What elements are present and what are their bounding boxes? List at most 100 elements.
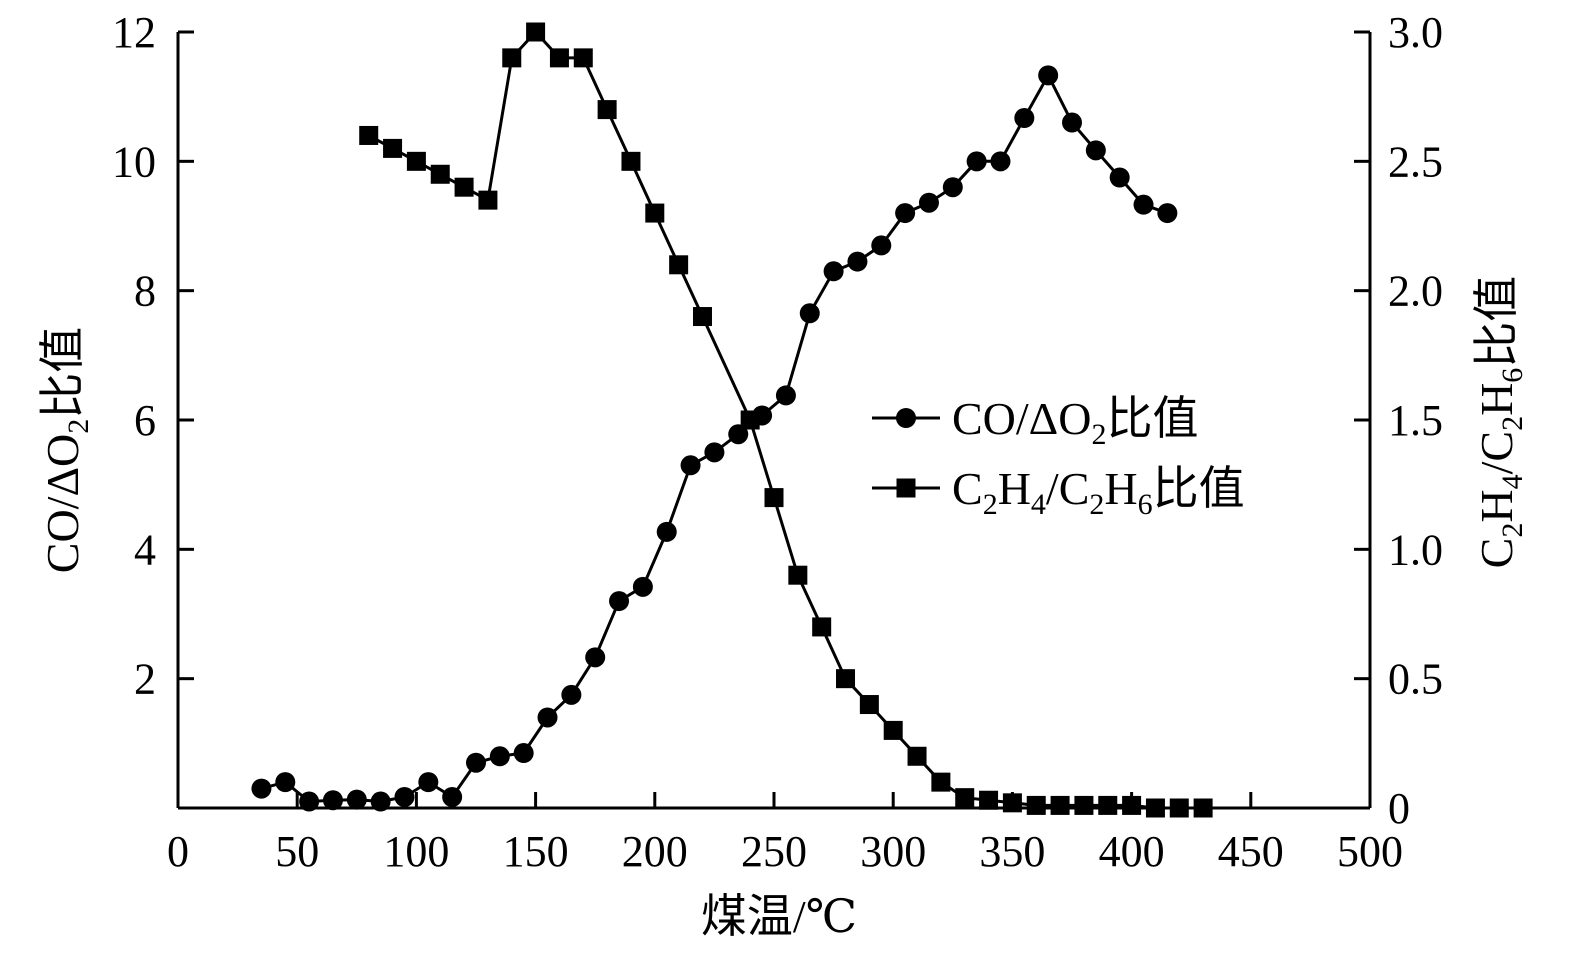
right-y-tick-label: 2.0 — [1388, 267, 1443, 316]
co-o2-ratio-point — [895, 203, 916, 224]
c2h4-c2h6-ratio-point — [454, 177, 474, 197]
co-o2-ratio-point — [489, 746, 510, 767]
co-o2-ratio-point — [322, 790, 343, 811]
co-o2-ratio-point — [609, 591, 630, 612]
c2h4-c2h6-ratio-point — [1074, 795, 1094, 815]
x-tick-label: 100 — [383, 827, 449, 876]
co-o2-ratio-point — [585, 647, 606, 668]
legend-co-o2-label: CO/ΔO2比值 — [952, 393, 1198, 451]
left-y-axis-label-part: 比值 — [37, 327, 88, 419]
co-o2-ratio-point — [561, 684, 582, 705]
x-tick-label: 400 — [1099, 827, 1165, 876]
c2h4-c2h6-ratio-point — [573, 48, 593, 68]
c2h4-c2h6-ratio-point — [931, 772, 951, 792]
c2h4-c2h6-ratio-point — [430, 164, 450, 184]
right-y-tick-label: 0.5 — [1388, 655, 1443, 704]
c2h4-c2h6-ratio-point — [836, 669, 856, 689]
right-y-axis-label-part: C — [1471, 538, 1522, 569]
right-y-tick-label: 3.0 — [1388, 8, 1443, 57]
right-y-tick-label: 1.5 — [1388, 396, 1443, 445]
c2h4-c2h6-ratio-point — [359, 125, 379, 145]
legend-c2h4-c2h6-label-part: /C — [1046, 463, 1089, 514]
co-o2-ratio-point — [823, 261, 844, 282]
co-o2-ratio-point — [394, 787, 415, 808]
co-o2-ratio-point — [346, 789, 367, 810]
legend: CO/ΔO2比值 C2H4/C2H6比值 — [872, 393, 1245, 521]
c2h4-c2h6-ratio-point — [979, 790, 999, 810]
left-y-axis-label-part: 2 — [62, 419, 95, 434]
right-y-axis-label-part: 比值 — [1471, 276, 1522, 368]
left-y-tick-label: 6 — [134, 396, 156, 445]
right-y-axis-label-part: 2 — [1496, 416, 1529, 431]
c2h4-c2h6-ratio-point — [812, 617, 832, 637]
legend-c2h4-c2h6-label-part: H — [998, 463, 1031, 514]
x-tick-label: 500 — [1337, 827, 1403, 876]
legend-c2h4-c2h6-label-part: H — [1104, 463, 1137, 514]
right-y-axis-label: C2H4/C2H6比值 — [1471, 276, 1529, 569]
x-axis-label: 煤温/℃ — [701, 891, 857, 942]
c2h4-c2h6-ratio-point — [645, 203, 665, 223]
c2h4-c2h6-ratio-point — [1193, 798, 1213, 818]
co-o2-ratio-point — [656, 521, 677, 542]
right-y-axis-label-part: 4 — [1496, 474, 1529, 489]
left-y-tick-label: 8 — [134, 267, 156, 316]
co-o2-ratio-point — [775, 385, 796, 406]
legend-co-o2-label-part: 比值 — [1106, 393, 1198, 444]
c2h4-c2h6-ratio-point — [597, 100, 617, 120]
x-tick-label: 50 — [275, 827, 319, 876]
left-y-axis-label-part: CO/ΔO — [37, 434, 88, 573]
co-o2-ratio-point — [466, 752, 486, 773]
c2h4-c2h6-ratio-point — [740, 410, 760, 430]
legend-c2h4-c2h6-label-part: C — [952, 463, 983, 514]
right-y-axis-label-part: H — [1471, 489, 1522, 522]
c2h4-c2h6-ratio-point — [907, 746, 927, 766]
legend-c2h4-c2h6-label-part: 比值 — [1153, 463, 1245, 514]
co-o2-ratio-point — [1062, 112, 1082, 133]
right-y-axis-label-part: H — [1471, 383, 1522, 416]
co-o2-ratio-point — [1157, 203, 1178, 224]
co-o2-ratio-point — [799, 303, 820, 324]
legend-c2h4-c2h6-label: C2H4/C2H6比值 — [952, 463, 1245, 521]
co-o2-ratio-point — [1133, 194, 1154, 215]
c2h4-c2h6-ratio-point — [406, 151, 426, 171]
c2h4-c2h6-ratio-point — [502, 48, 522, 68]
left-y-axis-label: CO/ΔO2比值 — [37, 327, 95, 573]
co-o2-ratio-point — [1014, 108, 1035, 129]
c2h4-c2h6-ratio-point — [692, 307, 712, 327]
legend-c2h4-c2h6-marker — [896, 478, 916, 498]
right-y-axis-label-part: /C — [1471, 431, 1522, 474]
legend-c2h4-c2h6-label-part: 4 — [1031, 488, 1046, 521]
c2h4-c2h6-ratio-point — [1169, 798, 1189, 818]
right-y-tick-label: 1.0 — [1388, 525, 1443, 574]
co-o2-ratio-point — [942, 177, 963, 198]
c2h4-c2h6-ratio-point — [383, 138, 403, 158]
c2h4-c2h6-ratio-point — [764, 488, 784, 508]
c2h4-c2h6-ratio-point — [526, 22, 546, 42]
right-y-axis-label-part: 6 — [1496, 368, 1529, 383]
c2h4-c2h6-ratio-point — [883, 720, 903, 740]
x-tick-label: 200 — [622, 827, 688, 876]
c2h4-c2h6-ratio-point — [955, 788, 975, 808]
co-o2-ratio-point — [370, 791, 391, 812]
co-o2-ratio-point — [442, 787, 463, 808]
left-y-tick-label: 12 — [112, 8, 156, 57]
co-o2-ratio-point — [990, 151, 1011, 172]
left-y-tick-label: 2 — [134, 655, 156, 704]
ticks: 0 50 100 150 200 250 300 350 400 450 5002468101200… — [112, 8, 1443, 876]
legend-c2h4-c2h6-label-part: 6 — [1138, 488, 1153, 521]
x-tick-label: 300 — [860, 827, 926, 876]
c2h4-c2h6-ratio-point — [859, 695, 879, 715]
x-tick-label: 150 — [503, 827, 569, 876]
legend-co-o2-label-part: CO/ΔO — [952, 393, 1091, 444]
c2h4-c2h6-ratio-point — [788, 565, 808, 585]
right-y-axis-label-part: 2 — [1496, 523, 1529, 538]
left-y-tick-label: 4 — [134, 525, 156, 574]
co-o2-ratio-point — [704, 442, 725, 463]
c2h4-c2h6-ratio-point — [478, 190, 498, 210]
legend-co-o2-marker — [896, 408, 916, 428]
co-o2-ratio-point — [275, 772, 296, 793]
right-y-tick-label: 0 — [1388, 784, 1410, 833]
x-tick-label: 250 — [741, 827, 807, 876]
